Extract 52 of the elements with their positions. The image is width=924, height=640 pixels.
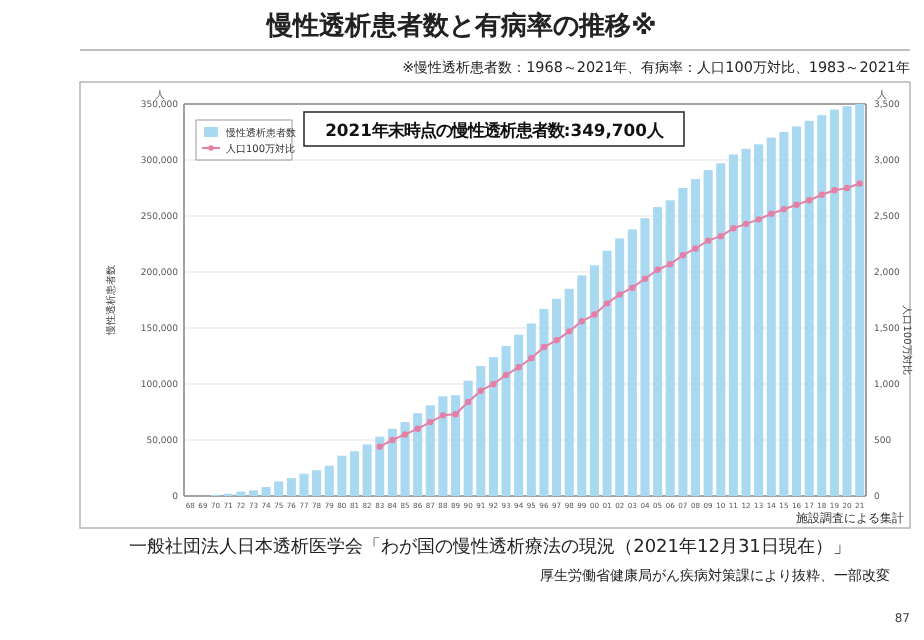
point xyxy=(566,328,573,335)
point xyxy=(780,206,788,213)
bar xyxy=(690,179,701,496)
point xyxy=(856,180,863,187)
point xyxy=(629,284,636,291)
point xyxy=(793,201,800,208)
chart-title: 慢性透析患者数と有病率の推移※ xyxy=(265,10,657,42)
point xyxy=(540,343,548,351)
point xyxy=(401,431,409,438)
bar xyxy=(791,126,802,496)
point xyxy=(389,436,396,444)
point xyxy=(805,197,813,204)
point xyxy=(667,260,674,268)
point xyxy=(490,380,497,388)
point xyxy=(717,232,724,240)
point xyxy=(502,371,510,379)
point xyxy=(528,355,535,362)
line-series xyxy=(376,180,863,450)
bar xyxy=(450,395,461,496)
point xyxy=(742,220,750,228)
point xyxy=(452,411,459,418)
point xyxy=(439,412,447,419)
point xyxy=(704,237,712,244)
point xyxy=(515,364,522,371)
bar xyxy=(552,298,562,496)
point xyxy=(591,311,598,318)
point xyxy=(603,300,611,307)
point xyxy=(654,266,661,273)
point xyxy=(578,318,586,325)
point xyxy=(477,387,484,394)
point xyxy=(831,187,838,194)
point xyxy=(768,210,775,217)
bar xyxy=(248,490,259,496)
point xyxy=(553,337,560,344)
point xyxy=(679,252,687,259)
point xyxy=(376,443,383,450)
point xyxy=(641,275,649,282)
text: 一般社団法人日本透析医学会「わが国の慢性透析療法の現況（2021年12月31日現在）」 xyxy=(129,536,851,558)
point xyxy=(427,418,434,426)
bar xyxy=(589,265,600,496)
point xyxy=(692,245,699,252)
point xyxy=(730,225,737,232)
annotation: 2021年末時点の慢性透析患者数:349,700人 xyxy=(325,120,665,140)
point xyxy=(414,425,421,432)
point xyxy=(818,191,825,198)
point xyxy=(843,184,851,192)
point xyxy=(464,398,472,406)
point xyxy=(755,216,762,223)
bar xyxy=(349,451,360,496)
bar xyxy=(488,357,498,496)
bar xyxy=(829,109,839,496)
point xyxy=(616,291,623,298)
